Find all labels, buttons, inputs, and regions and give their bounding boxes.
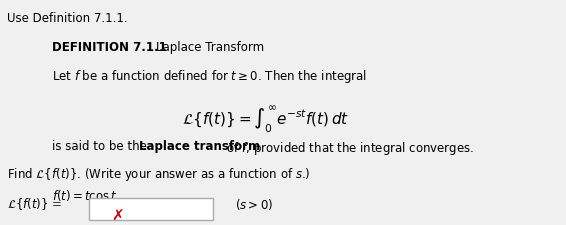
Text: DEFINITION 7.1.1: DEFINITION 7.1.1 (52, 41, 167, 54)
Text: is said to be the: is said to be the (52, 140, 151, 153)
Text: Find $\mathcal{L}\{f(t)\}$. (Write your answer as a function of $s$.): Find $\mathcal{L}\{f(t)\}$. (Write your … (7, 166, 311, 183)
Text: $\mathcal{L}\{f(t)\}$ =: $\mathcal{L}\{f(t)\}$ = (7, 196, 62, 212)
Text: Use Definition 7.1.1.: Use Definition 7.1.1. (7, 12, 128, 25)
Text: $\mathcal{L}\{f(t)\} = \int_0^{\infty} e^{-st}f(t)\, dt$: $\mathcal{L}\{f(t)\} = \int_0^{\infty} e… (182, 104, 349, 136)
Text: of $f$, provided that the integral converges.: of $f$, provided that the integral conve… (223, 140, 474, 157)
FancyBboxPatch shape (89, 198, 213, 220)
Text: $f(t) = t\cos t$: $f(t) = t\cos t$ (52, 188, 118, 203)
Text: $(s > 0)$: $(s > 0)$ (235, 197, 273, 212)
Text: ✗: ✗ (111, 209, 124, 224)
Text: Let $f$ be a function defined for $t \geq 0$. Then the integral: Let $f$ be a function defined for $t \ge… (52, 68, 367, 85)
Text: Laplace transform: Laplace transform (139, 140, 260, 153)
Text: Laplace Transform: Laplace Transform (156, 41, 264, 54)
